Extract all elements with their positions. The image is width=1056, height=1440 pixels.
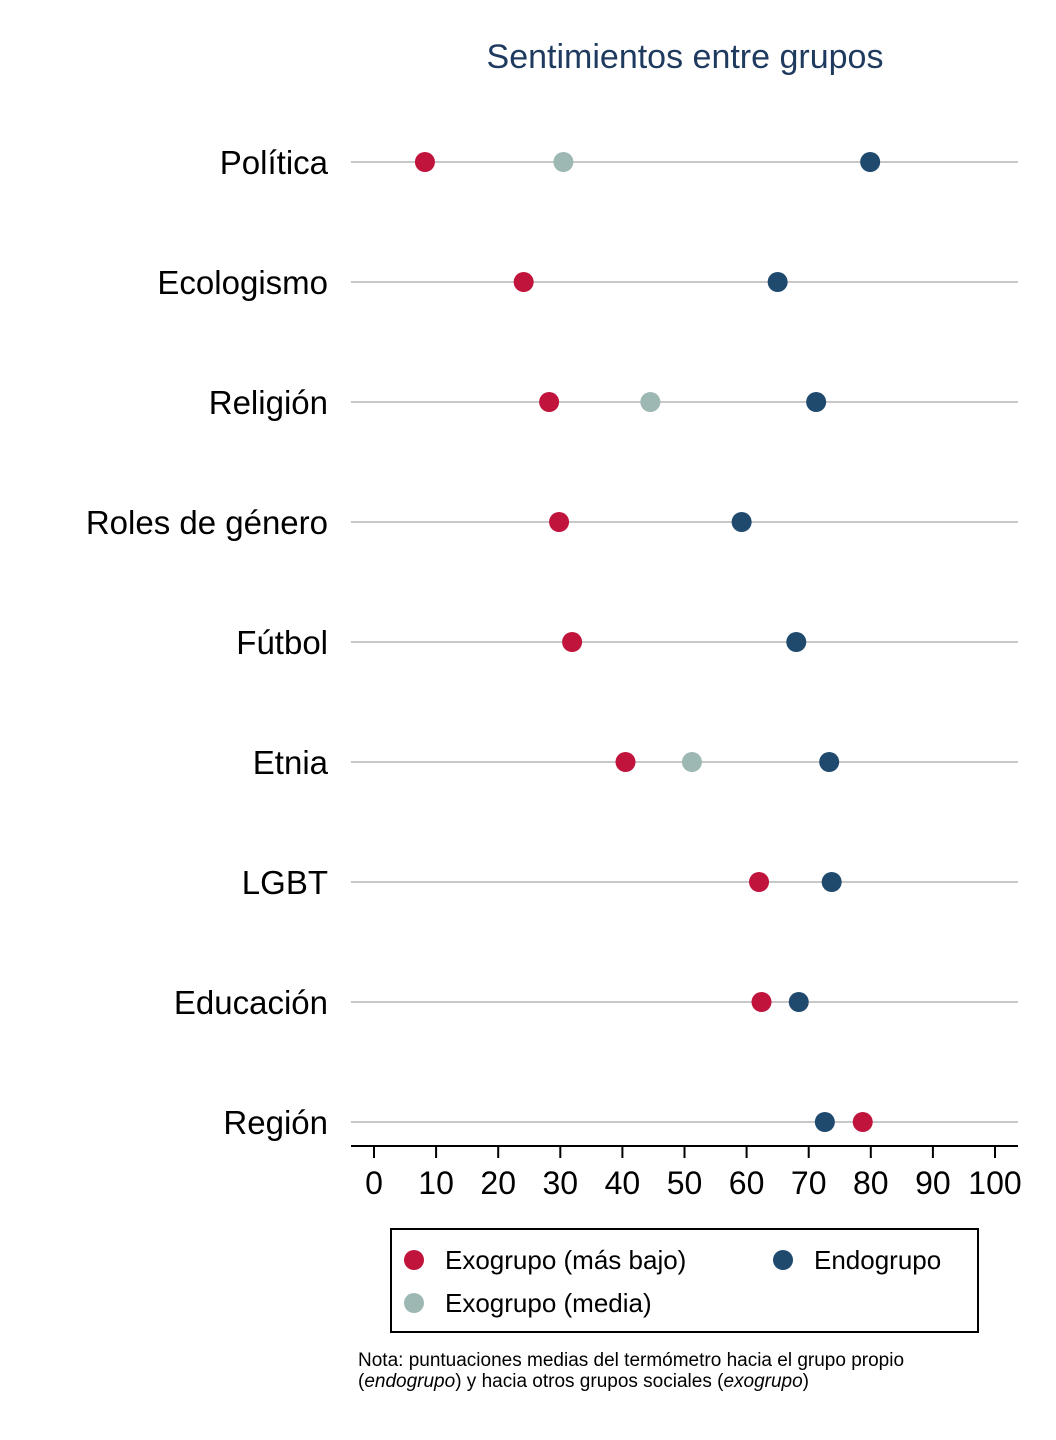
data-point <box>414 152 435 172</box>
footnote-text: ( <box>358 1371 365 1392</box>
x-tick-label: 100 <box>968 1165 1021 1201</box>
data-point <box>553 152 574 172</box>
data-point <box>513 272 534 292</box>
category-label: Política <box>220 144 329 181</box>
data-points <box>414 152 881 1132</box>
x-tick-label: 50 <box>667 1165 703 1201</box>
legend-label: Exogrupo (media) <box>445 1288 652 1318</box>
footnote-text: ) <box>802 1371 809 1392</box>
data-point <box>681 752 702 772</box>
data-point <box>751 992 772 1012</box>
category-label: Religión <box>209 384 328 421</box>
data-point <box>788 992 809 1012</box>
legend-marker <box>773 1250 793 1270</box>
footnote-line-2: (endogrupo) y hacia otros grupos sociale… <box>358 1371 1018 1392</box>
category-label: Fútbol <box>236 624 328 661</box>
footnote: Nota: puntuaciones medias del termómetro… <box>358 1350 1018 1392</box>
footnote-text: ) y hacia otros grupos sociales ( <box>455 1371 724 1392</box>
data-point <box>819 752 840 772</box>
x-tick-label: 60 <box>729 1165 765 1201</box>
footnote-line-1: Nota: puntuaciones medias del termómetro… <box>358 1350 905 1371</box>
x-tick-label: 10 <box>418 1165 454 1201</box>
data-point <box>852 1112 873 1132</box>
data-point <box>539 392 560 412</box>
dot-plot-chart: Sentimientos entre grupos Política Ecolog… <box>86 38 1022 1333</box>
x-tick-label: 40 <box>605 1165 641 1201</box>
chart-title: Sentimientos entre grupos <box>487 38 884 76</box>
category-label: Educación <box>174 984 328 1021</box>
data-point <box>731 512 752 532</box>
data-point <box>640 392 661 412</box>
x-tick-label: 80 <box>853 1165 889 1201</box>
x-axis: 0 10 20 30 40 50 60 70 80 90 100 <box>351 1145 1022 1201</box>
legend-marker <box>404 1293 424 1313</box>
footnote-emphasis: endogrupo <box>364 1371 456 1392</box>
category-label: Roles de género <box>86 504 328 541</box>
data-point <box>615 752 636 772</box>
footnote-emphasis: exogrupo <box>723 1371 803 1392</box>
legend-label: Endogrupo <box>814 1245 941 1275</box>
x-tick-label: 0 <box>365 1165 383 1201</box>
legend-label: Exogrupo (más bajo) <box>445 1245 686 1275</box>
data-point <box>806 392 827 412</box>
data-point <box>562 632 583 652</box>
data-point <box>786 632 807 652</box>
legend-box <box>390 1228 979 1333</box>
x-tick-label: 70 <box>791 1165 827 1201</box>
data-point <box>821 872 842 892</box>
data-point <box>814 1112 835 1132</box>
data-point <box>860 152 881 172</box>
category-label: Región <box>223 1104 328 1141</box>
data-point <box>767 272 788 292</box>
category-label: Etnia <box>253 744 329 781</box>
data-point <box>549 512 570 532</box>
x-tick-label: 30 <box>543 1165 579 1201</box>
category-label: LGBT <box>242 864 328 901</box>
legend: Exogrupo (más bajo) Endogrupo Exogrupo (me… <box>390 1228 979 1333</box>
category-label: Ecologismo <box>157 264 328 301</box>
category-rows: Política Ecologismo Religión Roles de géner… <box>86 144 1018 1141</box>
data-point <box>749 872 770 892</box>
x-tick-label: 90 <box>915 1165 951 1201</box>
legend-marker <box>404 1250 424 1270</box>
x-tick-label: 20 <box>480 1165 516 1201</box>
